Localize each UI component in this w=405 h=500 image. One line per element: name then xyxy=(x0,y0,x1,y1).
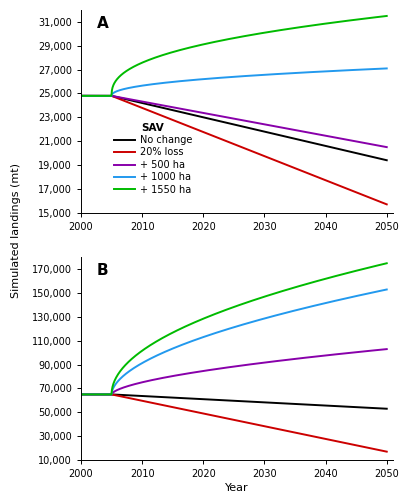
Text: B: B xyxy=(96,264,108,278)
Legend: No change, 20% loss, + 500 ha, + 1000 ha, + 1550 ha: No change, 20% loss, + 500 ha, + 1000 ha… xyxy=(111,120,195,198)
Text: Simulated landings (mt): Simulated landings (mt) xyxy=(11,162,21,298)
X-axis label: Year: Year xyxy=(225,483,249,493)
Text: A: A xyxy=(96,16,109,31)
